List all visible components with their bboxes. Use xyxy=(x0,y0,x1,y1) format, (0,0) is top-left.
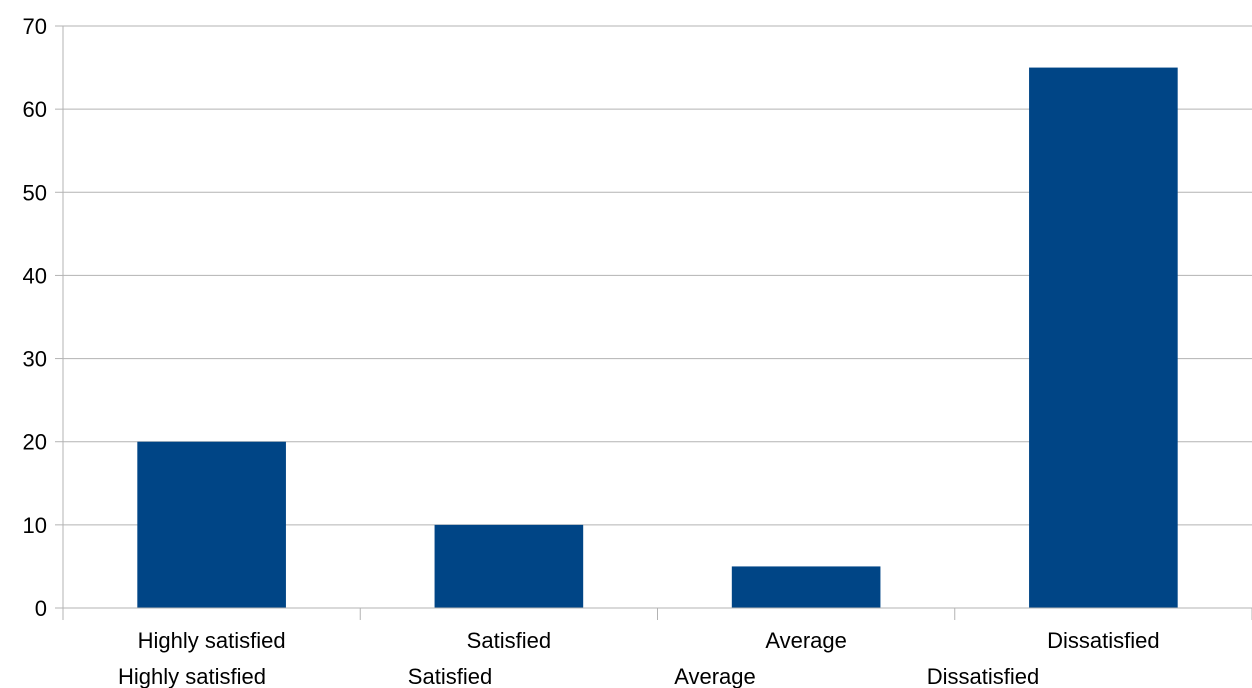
x-category-label: Dissatisfied xyxy=(1047,628,1159,653)
y-tick-label: 0 xyxy=(35,596,47,621)
y-tick-label: 70 xyxy=(23,14,47,39)
x-category-label: Highly satisfied xyxy=(138,628,286,653)
x-category-label: Satisfied xyxy=(467,628,551,653)
axes xyxy=(55,25,1252,620)
bar xyxy=(1029,67,1178,609)
y-tick-label: 30 xyxy=(23,347,47,372)
x-secondary-label: Average xyxy=(674,664,756,688)
y-tick-label: 60 xyxy=(23,97,47,122)
y-tick-label: 50 xyxy=(23,180,47,205)
bar xyxy=(731,566,881,608)
x-category-label: Average xyxy=(765,628,847,653)
y-axis-tick-labels: 0 10 20 30 40 50 60 70 xyxy=(23,14,47,621)
y-tick-label: 10 xyxy=(23,513,47,538)
bar xyxy=(137,441,286,608)
x-axis-category-labels: Highly satisfied Satisfied Average Dissatis… xyxy=(138,628,1160,653)
x-secondary-label: Satisfied xyxy=(408,664,492,688)
y-tick-label: 40 xyxy=(23,263,47,288)
x-secondary-label: Highly satisfied xyxy=(118,664,266,688)
bars xyxy=(137,67,1178,609)
x-secondary-label: Dissatisfied xyxy=(927,664,1039,688)
bar xyxy=(434,524,584,608)
y-tick-label: 20 xyxy=(23,430,47,455)
x-axis-secondary-labels: Highly satisfied Satisfied Average Dissatis… xyxy=(118,664,1039,688)
